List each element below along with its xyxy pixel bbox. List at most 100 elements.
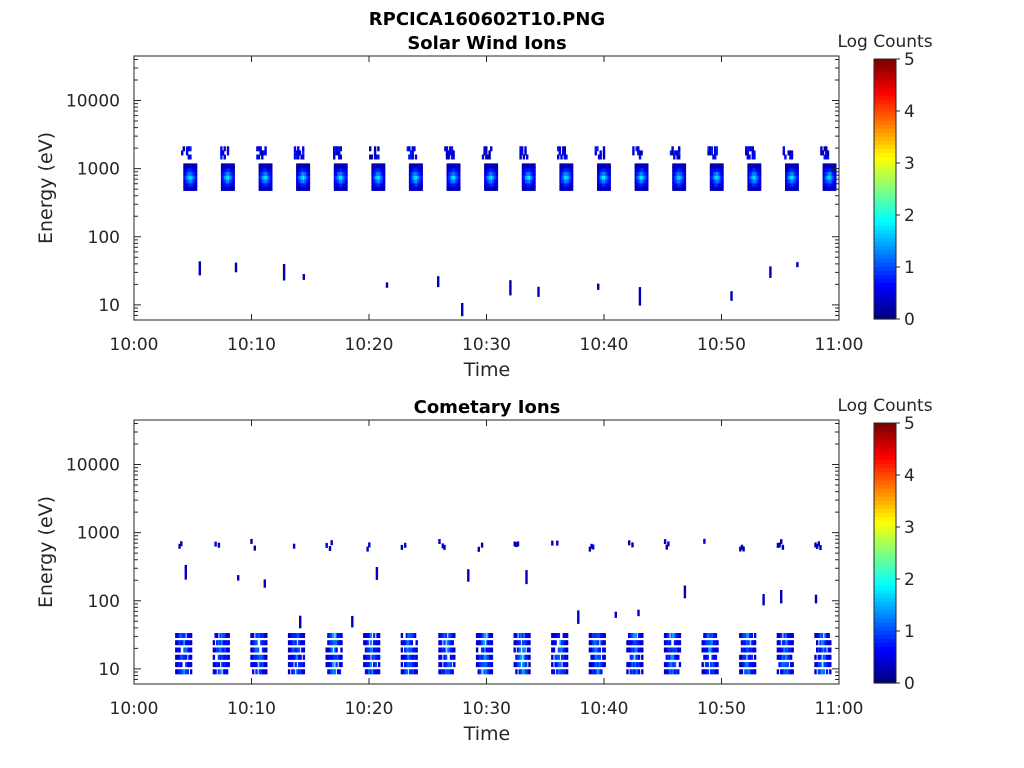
- spectrogram-cell: [825, 654, 829, 660]
- colorbar-segment: [874, 496, 896, 501]
- spectrogram-cell: [525, 182, 528, 188]
- spectrogram-cell: [183, 185, 186, 191]
- spectrogram-cell: [297, 167, 301, 173]
- spectrogram-cell: [785, 167, 788, 173]
- colorbar-segment: [874, 512, 896, 518]
- spectrogram-cell: [562, 182, 565, 188]
- spectrogram-cell: [373, 154, 377, 160]
- spectrogram-cell: [793, 174, 796, 180]
- spectrogram-cell: [595, 669, 598, 675]
- spectrogram-cell: [230, 185, 234, 191]
- colorbar-segment: [874, 286, 896, 292]
- spectrogram-cell: [569, 185, 572, 191]
- spectrogram-cell: [636, 654, 639, 660]
- spectrogram-cell: [564, 182, 567, 188]
- spectrogram-cell: [345, 185, 348, 191]
- spectrogram-cell: [292, 543, 296, 549]
- spectrogram-cell: [302, 182, 306, 188]
- spectrogram-cell: [561, 182, 564, 188]
- spectrogram-cell: [714, 174, 718, 180]
- spectrogram-cell: [708, 647, 711, 653]
- spectrogram-cell: [490, 185, 494, 191]
- spectrogram-cell: [263, 178, 266, 184]
- spectrogram-cell: [264, 146, 267, 152]
- spectrogram-cell: [186, 170, 189, 176]
- spectrogram-cell: [644, 174, 647, 180]
- spectrogram-cell: [663, 640, 667, 646]
- spectrogram-cell: [786, 654, 789, 660]
- spectrogram-cell: [791, 647, 794, 653]
- spectrogram-cell: [449, 647, 453, 653]
- spectrogram-cell: [558, 150, 561, 156]
- spectrogram-cell: [481, 154, 485, 160]
- spectrogram-cell: [523, 178, 526, 184]
- spectrogram-cell: [631, 542, 634, 548]
- spectrogram-cell: [287, 640, 291, 646]
- spectrogram-cell: [557, 669, 561, 675]
- spectrogram-cell: [819, 640, 822, 646]
- colorbar-segment: [874, 176, 896, 182]
- spectrogram-cell: [562, 640, 565, 646]
- spectrogram-cell: [295, 150, 298, 156]
- spectrogram-cell: [525, 170, 528, 176]
- spectrogram-cell: [519, 150, 522, 156]
- spectrogram-cell: [489, 669, 492, 675]
- spectrogram-cell: [337, 178, 340, 184]
- colorbar-segment: [874, 666, 896, 672]
- spectrogram-cell: [265, 185, 268, 191]
- spectrogram-cell: [377, 647, 381, 653]
- spectrogram-cell: [629, 647, 632, 653]
- spectrogram-cell: [606, 178, 610, 184]
- spectrogram-cell: [678, 640, 682, 646]
- spectrogram-cell: [252, 662, 255, 668]
- spectrogram-cell: [740, 640, 744, 646]
- spectrogram-cell: [229, 170, 232, 176]
- spectrogram-cell: [327, 640, 330, 646]
- spectrogram-cell: [373, 669, 376, 675]
- spectrogram-cell: [477, 546, 480, 552]
- spectrogram-cell: [338, 174, 342, 180]
- colorbar-segment: [874, 262, 896, 267]
- spectrogram-cell: [637, 633, 641, 638]
- spectrogram-cell: [490, 662, 494, 668]
- spectrogram-cell: [750, 647, 753, 653]
- spectrogram-cell: [448, 170, 451, 176]
- spectrogram-cell: [750, 170, 753, 176]
- x-axis-label: Time: [463, 359, 511, 381]
- spectrogram-cell: [294, 647, 297, 653]
- spectrogram-cell: [176, 662, 180, 668]
- colorbar-segment: [874, 471, 896, 477]
- spectrogram-cell: [786, 174, 789, 180]
- spectrogram-cell: [292, 654, 296, 660]
- spectrogram-cell: [214, 669, 217, 675]
- y-tick-label: 1000: [77, 160, 120, 180]
- spectrogram-cell: [713, 170, 716, 176]
- spectrogram-cell: [672, 633, 675, 638]
- spectrogram-cell: [219, 669, 222, 675]
- spectrogram-cell: [639, 633, 642, 638]
- spectrogram-cell: [644, 170, 647, 176]
- spectrogram-cell: [747, 662, 750, 668]
- spectrogram-cell: [675, 178, 678, 184]
- spectrogram-cell: [489, 178, 492, 184]
- spectrogram-cell: [194, 170, 198, 176]
- spectrogram-cell: [667, 541, 670, 547]
- spectrogram-cell: [600, 170, 603, 176]
- spectrogram-cell: [413, 167, 417, 173]
- spectrogram-cell: [528, 167, 531, 173]
- spectrogram-cell: [400, 662, 404, 668]
- spectrogram-cell: [565, 182, 569, 188]
- spectrogram-cell: [834, 163, 837, 169]
- colorbar-segment: [874, 678, 896, 684]
- spectrogram-cell: [598, 167, 601, 173]
- spectrogram-cell: [266, 178, 270, 184]
- spectrogram-cell: [186, 185, 189, 191]
- spectrogram-cell: [672, 182, 675, 188]
- colorbar-segment: [874, 209, 896, 214]
- spectrogram-cell: [260, 178, 263, 184]
- spectrogram-cell: [495, 174, 499, 180]
- spectrogram-cell: [830, 178, 834, 184]
- spectrogram-cell: [253, 654, 256, 660]
- colorbar-segment: [874, 59, 896, 64]
